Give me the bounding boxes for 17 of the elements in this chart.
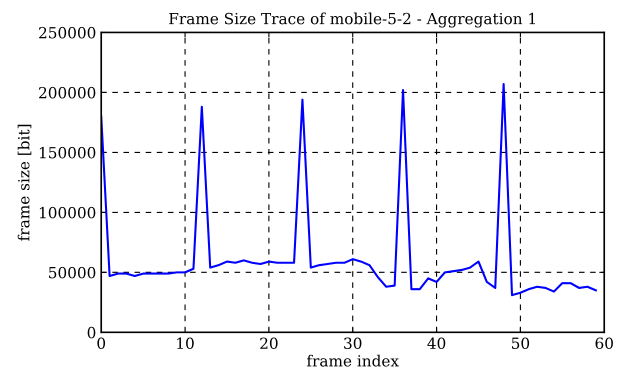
x-tick-label: 30 <box>344 337 362 350</box>
line-series <box>101 83 597 296</box>
y-tick-label: 100000 <box>40 206 96 218</box>
x-tick-label: 10 <box>177 337 194 350</box>
y-tick-label: 200000 <box>39 86 96 98</box>
y-tick-label: 0 <box>88 326 96 338</box>
x-tick-label: 60 <box>596 337 613 350</box>
chart-title: Frame Size Trace of mobile-5-2 - Aggregation 1 <box>169 12 535 28</box>
x-axis-title: frame index <box>306 354 399 367</box>
x-tick-label: 20 <box>260 337 278 350</box>
y-tick-label: 50000 <box>49 266 96 278</box>
y-tick-label: 250000 <box>39 26 96 38</box>
y-tick-label: 150000 <box>40 146 96 158</box>
x-tick-label: 40 <box>427 337 446 350</box>
x-tick-label: 50 <box>512 337 530 350</box>
y-axis-title: frame size [bit] <box>18 124 32 241</box>
x-tick-label: 0 <box>97 337 106 350</box>
